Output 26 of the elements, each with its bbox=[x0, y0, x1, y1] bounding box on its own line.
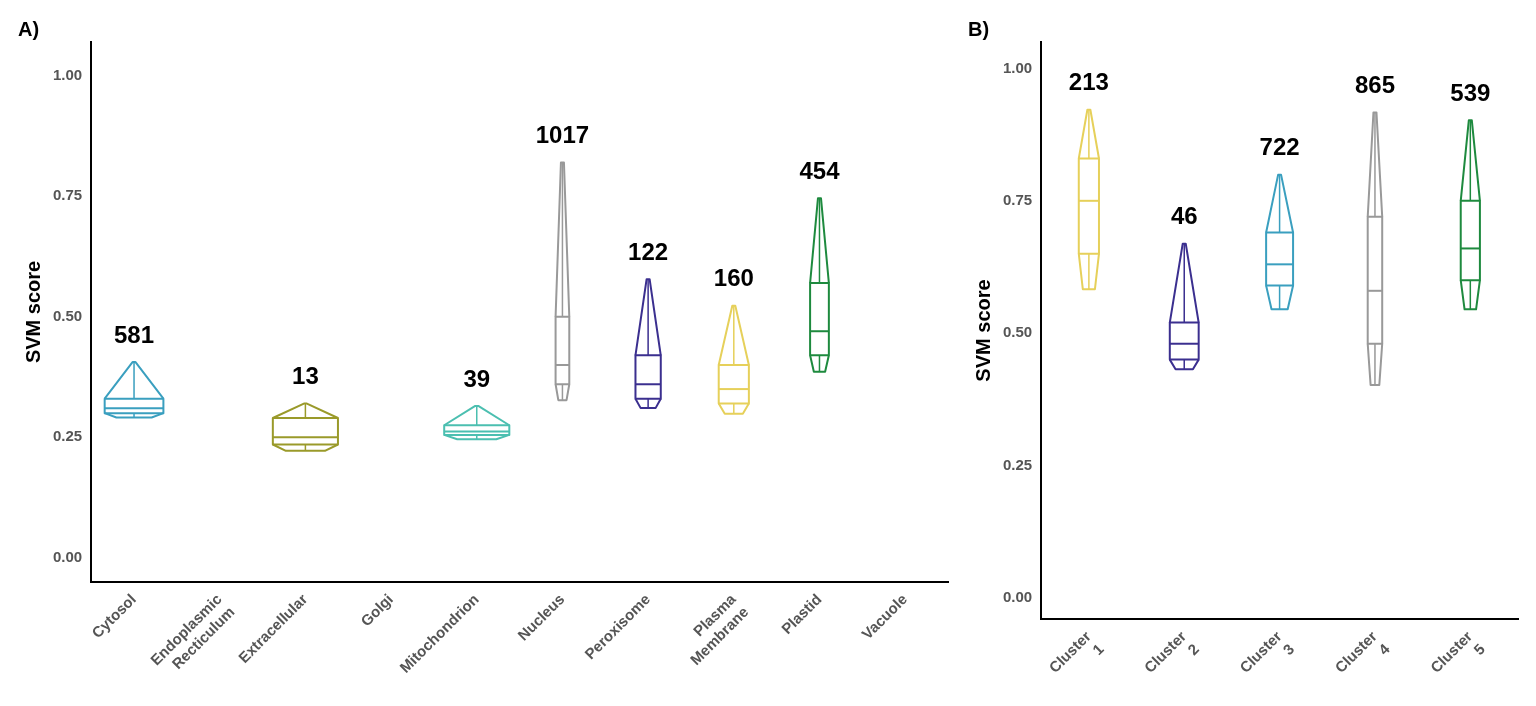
annotation: 13 bbox=[292, 362, 319, 390]
y-tick-label: 0.25 bbox=[52, 427, 83, 445]
y-axis-title: SVM score bbox=[971, 279, 994, 382]
annotation: 539 bbox=[1450, 78, 1491, 106]
y-tick-label: 0.50 bbox=[1002, 323, 1033, 341]
y-tick-label: 0.75 bbox=[52, 186, 83, 204]
annotation: 122 bbox=[628, 237, 669, 265]
y-tick-label: 0.00 bbox=[52, 547, 83, 565]
annotation: 865 bbox=[1354, 71, 1395, 99]
y-tick-label: 0.50 bbox=[52, 306, 83, 324]
y-tick-label: 0.00 bbox=[1002, 587, 1033, 605]
annotation: 454 bbox=[799, 156, 841, 184]
y-tick-label: 1.00 bbox=[1002, 58, 1033, 76]
annotation: 722 bbox=[1259, 133, 1300, 161]
chart-title: A) bbox=[18, 17, 40, 40]
annotation: 1017 bbox=[535, 121, 590, 149]
y-tick-label: 1.00 bbox=[52, 65, 83, 83]
annotation: 160 bbox=[713, 264, 754, 292]
annotation: 46 bbox=[1170, 202, 1198, 230]
annotation: 39 bbox=[463, 364, 491, 392]
annotation: 581 bbox=[114, 320, 155, 348]
annotation: 213 bbox=[1068, 68, 1109, 96]
chart-title: B) bbox=[968, 17, 990, 40]
y-tick-label: 0.25 bbox=[1002, 455, 1033, 473]
y-tick-label: 0.75 bbox=[1002, 190, 1033, 208]
y-axis-title: SVM score bbox=[21, 260, 44, 364]
